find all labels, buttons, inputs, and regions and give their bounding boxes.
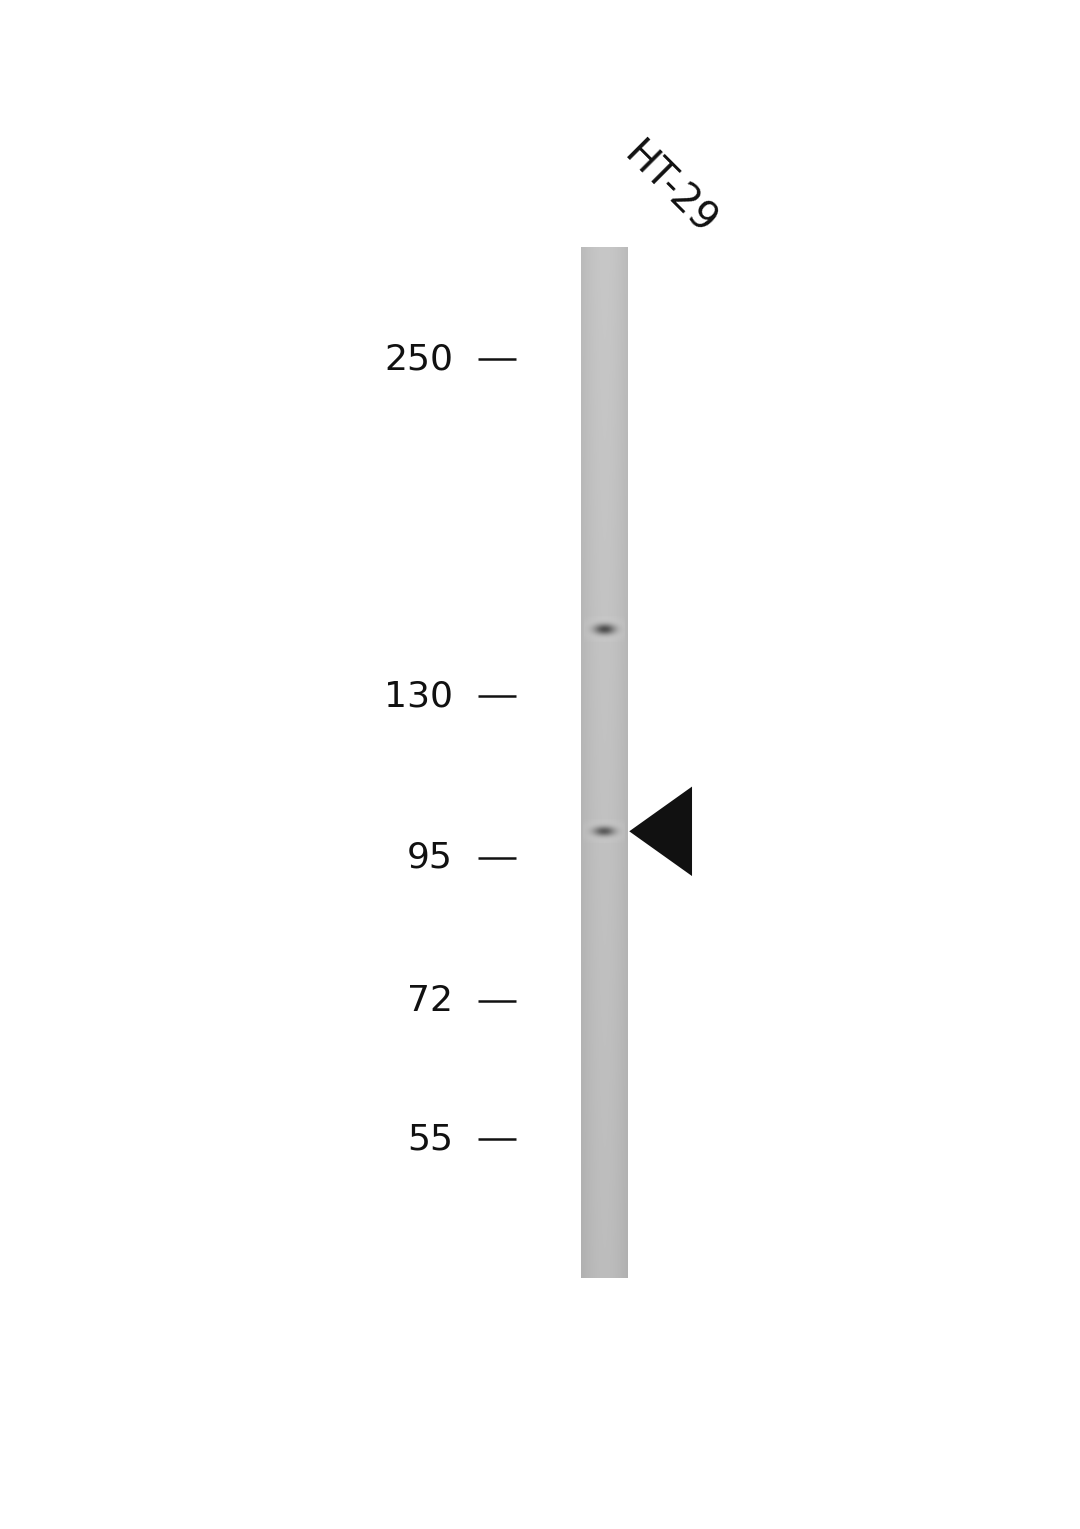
Text: 250: 250 bbox=[384, 342, 454, 376]
Text: 55: 55 bbox=[407, 1122, 454, 1156]
Text: 130: 130 bbox=[384, 679, 454, 713]
Text: 95: 95 bbox=[407, 841, 454, 875]
Text: HT-29: HT-29 bbox=[617, 136, 724, 242]
Text: 72: 72 bbox=[407, 983, 454, 1018]
Polygon shape bbox=[630, 786, 692, 876]
